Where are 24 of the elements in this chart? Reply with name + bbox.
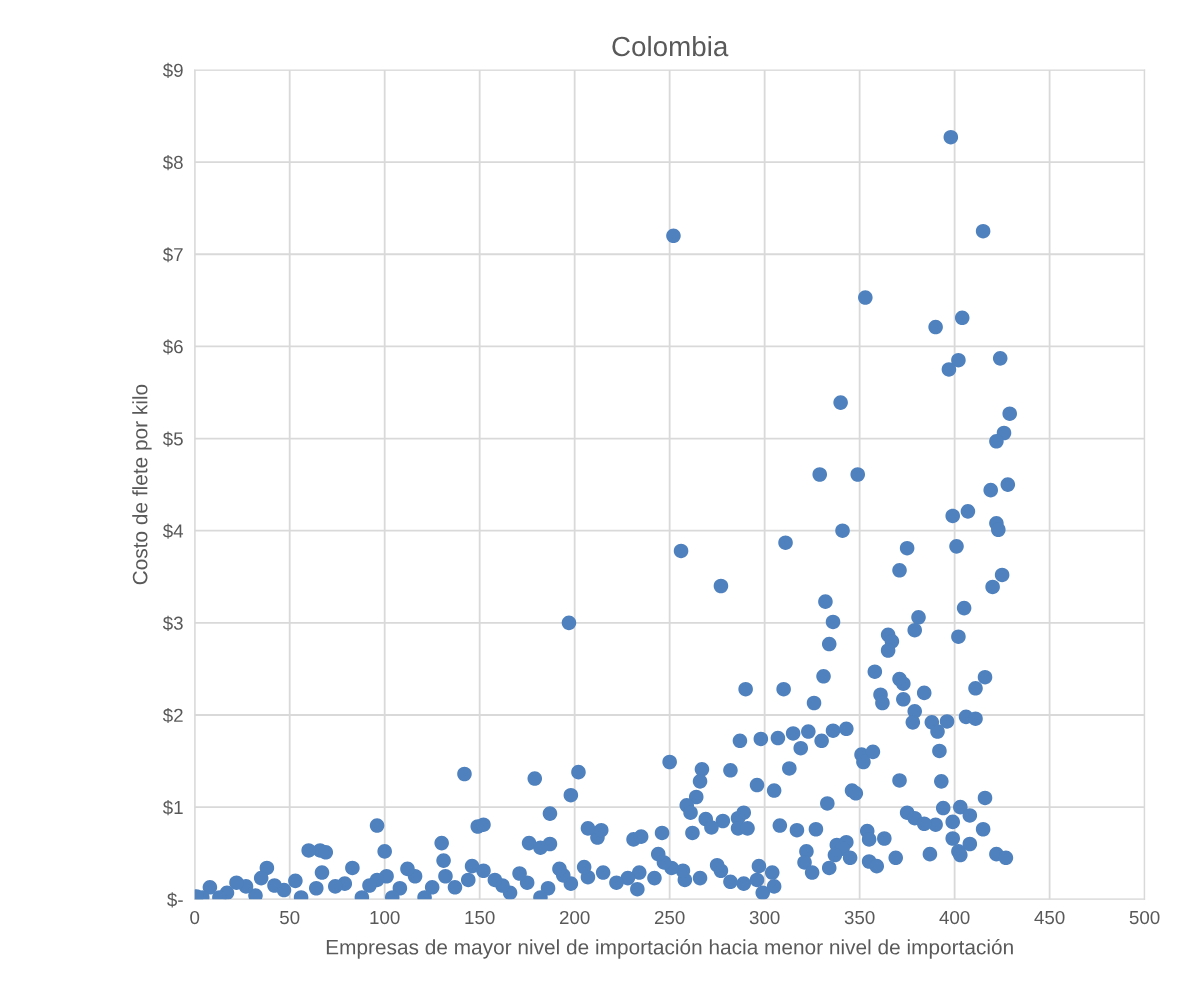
y-tick-label: $2 <box>162 707 183 724</box>
y-tick-label: $5 <box>162 431 183 447</box>
x-tick-label: 400 <box>939 910 970 925</box>
y-tick-label: $8 <box>162 155 183 171</box>
x-tick-label: 150 <box>465 910 495 925</box>
x-tick-label: 200 <box>559 910 590 925</box>
x-tick-label: 350 <box>844 910 875 925</box>
x-tick-label: 250 <box>654 910 685 925</box>
x-tick-label: 0 <box>190 910 200 925</box>
y-axis-title: Costo de flete por kilo <box>132 384 152 585</box>
chart-title: Colombia <box>612 35 729 57</box>
y-tick-label: $4 <box>162 523 184 539</box>
y-tick-label: $7 <box>162 247 183 263</box>
x-tick-label: 450 <box>1034 910 1065 925</box>
y-tick-label: $9 <box>162 62 183 79</box>
x-tick-label: 100 <box>370 910 400 925</box>
x-tick-label: 50 <box>280 910 300 925</box>
y-tick-label: $1 <box>162 800 183 816</box>
y-tick-label: $- <box>167 892 183 908</box>
x-tick-label: 300 <box>749 910 780 925</box>
x-axis-title: Empresas de mayor nivel de importación hacia menor nivel de importación <box>326 939 1013 959</box>
y-tick-label: $6 <box>162 339 183 355</box>
x-tick-label: 500 <box>1129 910 1160 925</box>
y-tick-label: $3 <box>162 615 183 631</box>
